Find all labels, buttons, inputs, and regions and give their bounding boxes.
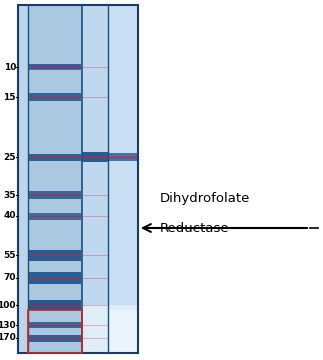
- Bar: [28, 310, 82, 353]
- Bar: [108, 5, 138, 353]
- Text: Dihydrofolate: Dihydrofolate: [160, 192, 250, 205]
- Text: 35: 35: [4, 190, 16, 199]
- Bar: [29, 300, 81, 310]
- Bar: [18, 5, 138, 353]
- Text: 40: 40: [4, 211, 16, 220]
- Bar: [29, 64, 81, 70]
- Text: 170: 170: [0, 333, 16, 342]
- Bar: [29, 154, 81, 161]
- Text: 130: 130: [0, 320, 16, 329]
- Text: 25: 25: [4, 153, 16, 162]
- Bar: [28, 5, 82, 353]
- Bar: [29, 250, 81, 261]
- Text: Reductase: Reductase: [160, 222, 230, 235]
- Text: 55: 55: [4, 251, 16, 260]
- Text: 15: 15: [4, 93, 16, 102]
- Text: 70: 70: [4, 274, 16, 283]
- Bar: [108, 310, 138, 353]
- Text: 100: 100: [0, 301, 16, 310]
- Bar: [29, 272, 81, 284]
- Bar: [18, 5, 138, 353]
- Bar: [29, 213, 81, 220]
- Bar: [82, 305, 138, 353]
- Bar: [108, 153, 138, 161]
- Bar: [29, 191, 81, 199]
- Bar: [82, 5, 108, 353]
- Bar: [82, 152, 108, 162]
- Text: 10: 10: [4, 63, 16, 72]
- Bar: [29, 335, 81, 342]
- Bar: [29, 64, 81, 69]
- Bar: [29, 322, 81, 328]
- Bar: [29, 93, 81, 101]
